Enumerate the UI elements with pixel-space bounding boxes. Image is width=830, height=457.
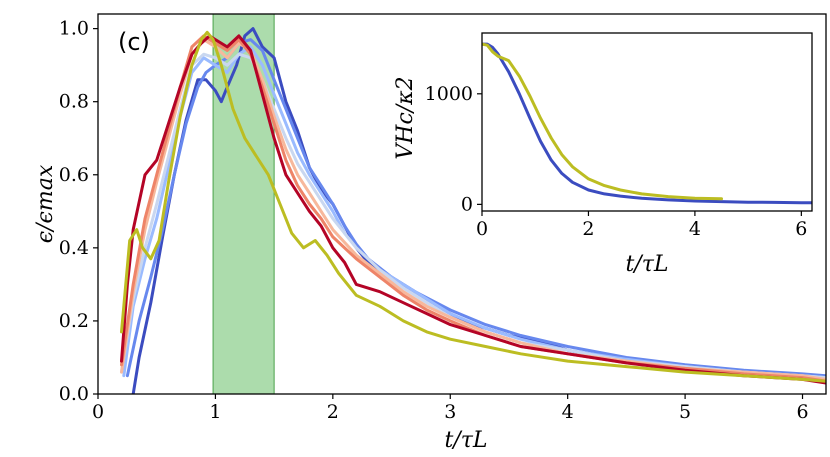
main-x-tick-label: 5 <box>679 401 691 423</box>
main-y-tick-label: 0.8 <box>59 91 89 113</box>
main-series-dark-red <box>120 34 826 385</box>
inset-x-tick-label: 2 <box>582 218 594 240</box>
inset-y-axis-label: VHc/κ2 <box>393 76 418 159</box>
main-series-mid-blue <box>125 38 826 378</box>
inset-x-ticks: 0 2 4 6 <box>476 211 807 240</box>
main-y-ticks: 0.0 0.2 0.4 0.6 0.8 1.0 <box>59 18 98 405</box>
main-y-tick-label: 0.0 <box>59 383 89 405</box>
inset-background <box>482 33 812 211</box>
main-y-axis-label: ϵ/ϵmax <box>33 164 58 243</box>
inset-x-tick-label: 4 <box>689 218 701 240</box>
inset-plot: 0 2 4 6 0 1000 t/τL VHc/κ2 <box>393 32 813 277</box>
main-y-tick-label: 0.4 <box>59 237 89 259</box>
inset-series-group <box>482 42 812 205</box>
panel-label: (c) <box>118 28 150 56</box>
inset-x-tick-label: 0 <box>476 218 488 240</box>
main-x-axis-label: t/τL <box>444 428 487 453</box>
main-series-olive <box>120 30 826 383</box>
main-series-group <box>120 27 826 394</box>
inset-series-olive <box>482 42 723 201</box>
inset-y-tick-label: 1000 <box>425 83 473 105</box>
inset-x-tick-label: 6 <box>795 218 807 240</box>
inset-x-axis-label: t/τL <box>625 252 668 277</box>
inset-axes-frame <box>481 32 813 212</box>
main-y-tick-label: 0.6 <box>59 164 89 186</box>
main-x-tick-label: 4 <box>562 401 574 423</box>
main-plot: 0 1 2 3 4 5 6 0.0 0.2 0.4 0.6 0.8 1.0 (c) t/τL ϵ/ϵm… <box>33 13 827 453</box>
main-x-tick-label: 6 <box>796 401 808 423</box>
inset-y-tick-label: 0 <box>461 193 473 215</box>
inset-y-ticks: 0 1000 <box>425 83 482 215</box>
main-x-tick-label: 3 <box>444 401 456 423</box>
main-x-tick-label: 0 <box>92 401 104 423</box>
main-y-tick-label: 1.0 <box>59 18 89 40</box>
main-axes-frame <box>97 13 827 395</box>
main-x-ticks: 0 1 2 3 4 5 6 <box>92 394 809 423</box>
inset-series-dark-blue <box>482 42 812 205</box>
main-y-tick-label: 0.2 <box>59 310 89 332</box>
main-x-tick-label: 1 <box>209 401 221 423</box>
main-x-tick-label: 2 <box>327 401 339 423</box>
